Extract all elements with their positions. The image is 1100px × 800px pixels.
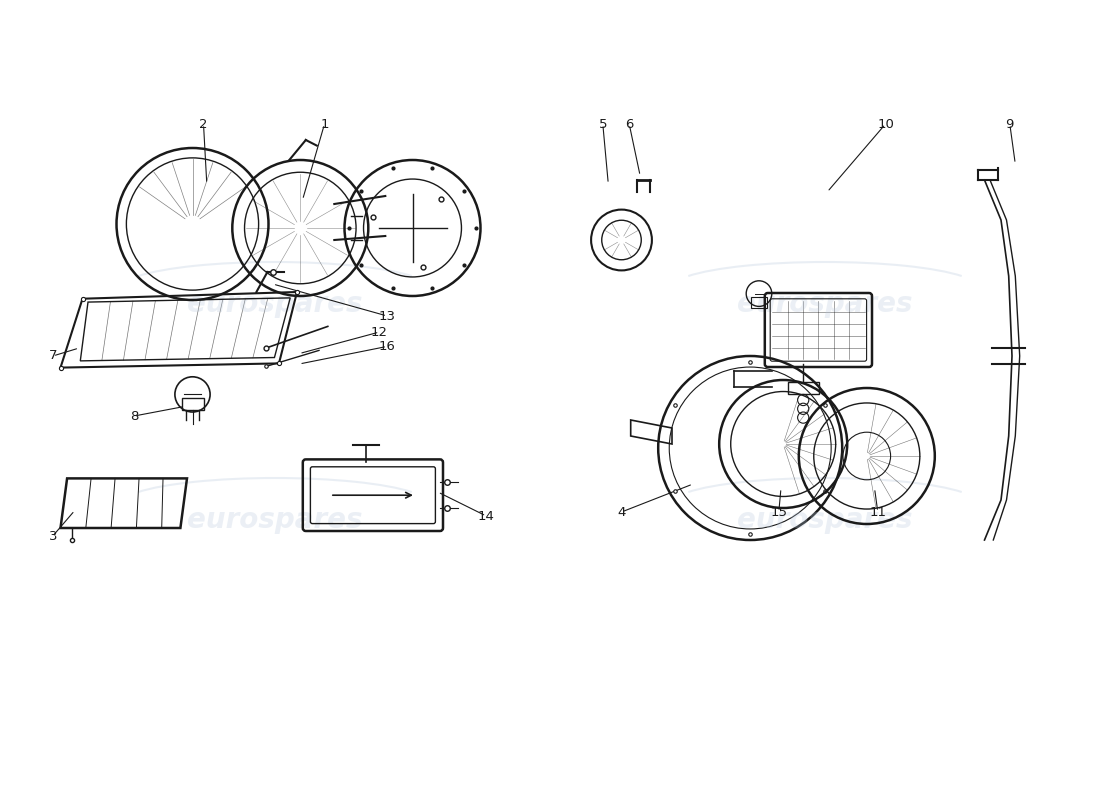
Text: eurospares: eurospares xyxy=(187,290,363,318)
Text: 4: 4 xyxy=(617,506,626,518)
Bar xyxy=(182,398,204,410)
Text: eurospares: eurospares xyxy=(737,290,913,318)
Text: 11: 11 xyxy=(869,506,887,518)
Bar xyxy=(788,382,818,394)
Text: 3: 3 xyxy=(48,530,57,542)
Text: eurospares: eurospares xyxy=(187,506,363,534)
Text: 15: 15 xyxy=(770,506,788,518)
Text: eurospares: eurospares xyxy=(737,506,913,534)
Text: 9: 9 xyxy=(1005,118,1014,130)
Text: 12: 12 xyxy=(371,326,388,338)
Text: 16: 16 xyxy=(378,340,396,353)
Text: 2: 2 xyxy=(199,118,208,130)
Text: 13: 13 xyxy=(378,310,396,322)
Bar xyxy=(751,297,767,308)
Text: 6: 6 xyxy=(625,118,634,130)
Text: 1: 1 xyxy=(320,118,329,130)
Text: 14: 14 xyxy=(477,510,495,522)
Text: 8: 8 xyxy=(130,410,139,422)
Text: 5: 5 xyxy=(598,118,607,130)
Text: 7: 7 xyxy=(48,350,57,362)
Text: 10: 10 xyxy=(877,118,894,130)
